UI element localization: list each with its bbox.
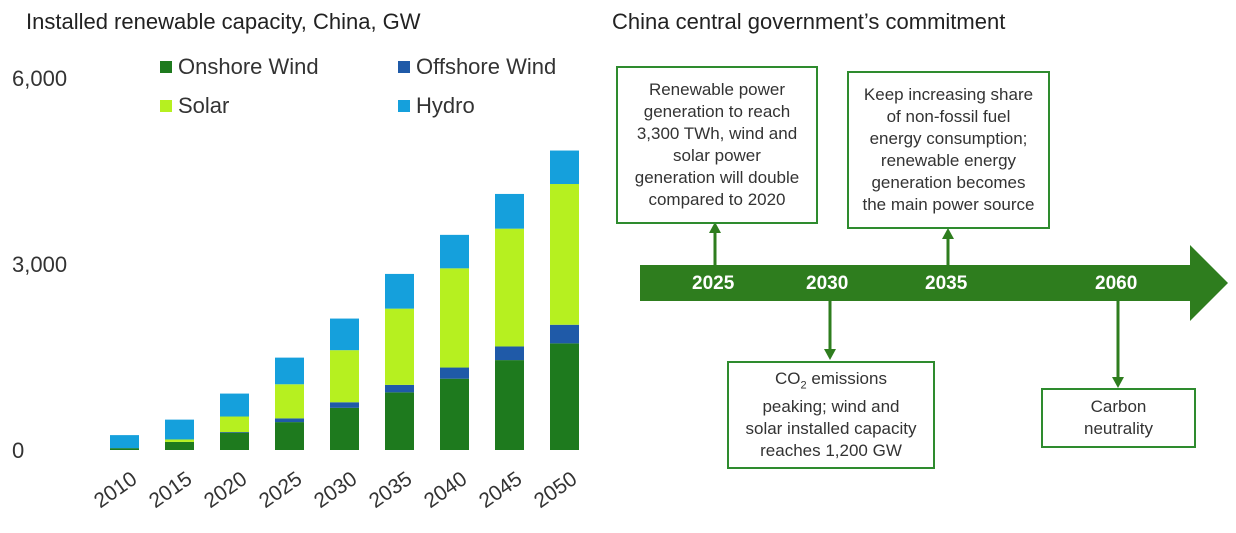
box-2030-line: solar installed capacity [745, 419, 917, 439]
bar-hydro-2010 [110, 435, 139, 449]
bar-hydro-2035 [385, 273, 414, 309]
bar-offshore-wind-2020 [220, 432, 249, 433]
x-tick-label: 2045 [475, 467, 526, 513]
bar-hydro-2045 [495, 193, 524, 229]
box-2025-line: 3,300 TWh, wind and [636, 124, 798, 143]
connector-2060-arrowhead [1112, 377, 1124, 388]
box-2060-line: neutrality [1084, 419, 1153, 438]
legend-swatch [160, 61, 172, 73]
box-2025-line: Renewable power [648, 80, 786, 99]
bar-solar-2015 [165, 439, 194, 442]
year-2025-label: 2025 [692, 273, 735, 294]
x-tick-label: 2030 [310, 467, 361, 513]
bar-hydro-2025 [275, 357, 304, 385]
bar-hydro-2020 [220, 393, 249, 417]
bar-onshore-wind-2045 [495, 360, 524, 450]
bar-offshore-wind-2050 [550, 324, 579, 344]
chart-title: Installed renewable capacity, China, GW [26, 9, 421, 34]
box-2035-line: energy consumption; [869, 129, 1028, 148]
bar-offshore-wind-2045 [495, 346, 524, 361]
legend-swatch [160, 100, 172, 112]
legend-label: Solar [178, 93, 229, 118]
bar-offshore-wind-2030 [330, 402, 359, 408]
bar-solar-2045 [495, 228, 524, 347]
bar-onshore-wind-2025 [275, 422, 304, 450]
box-2025-line: solar power [673, 146, 761, 165]
box-2030-line: reaches 1,200 GW [760, 441, 902, 461]
commitment-2035-box: Keep increasing share of non-fossil fuel… [847, 71, 1050, 229]
box-2060-line: Carbon [1090, 397, 1147, 416]
connector-2035-arrowhead [942, 228, 954, 239]
bar-hydro-2015 [165, 419, 194, 440]
legend-swatch [398, 100, 410, 112]
bar-solar-2050 [550, 184, 579, 325]
timeline-title: China central government’s commitment [612, 9, 1006, 34]
year-2035-label: 2035 [925, 273, 968, 294]
bar-solar-2020 [220, 416, 249, 433]
bar-solar-2030 [330, 350, 359, 403]
y-tick-label: 0 [12, 438, 24, 463]
bar-onshore-wind-2015 [165, 441, 194, 450]
timeline-graphics [640, 222, 1228, 388]
box-2030-line-co2: CO2 emissions [775, 368, 887, 392]
bar-offshore-wind-2025 [275, 418, 304, 423]
commitment-2025-box: Renewable power generation to reach 3,30… [616, 66, 818, 224]
legend-label: Onshore Wind [178, 54, 319, 79]
box-2025-line: compared to 2020 [648, 190, 786, 209]
bar-solar-2025 [275, 384, 304, 419]
x-tick-label: 2010 [90, 467, 141, 513]
x-tick-label: 2035 [365, 467, 416, 513]
bar-onshore-wind-2040 [440, 378, 469, 450]
connector-2025-arrowhead [709, 222, 721, 233]
box-2025-line: generation will double [634, 168, 800, 187]
x-tick-label: 2050 [530, 467, 581, 513]
box-2035-line: renewable energy [880, 151, 1017, 170]
box-2035-line: of non-fossil fuel [886, 107, 1011, 126]
x-tick-label: 2020 [200, 467, 251, 513]
x-tick-label: 2025 [255, 467, 306, 513]
bar-onshore-wind-2030 [330, 407, 359, 450]
year-2030-label: 2030 [806, 273, 849, 294]
x-tick-label: 2015 [145, 467, 196, 513]
bar-hydro-2030 [330, 318, 359, 351]
bar-hydro-2040 [440, 234, 469, 269]
bar-solar-2035 [385, 308, 414, 385]
bar-onshore-wind-2010 [110, 448, 139, 450]
bar-offshore-wind-2040 [440, 367, 469, 379]
bar-offshore-wind-2035 [385, 384, 414, 393]
box-2035-line: Keep increasing share [863, 85, 1034, 104]
box-2035-line: the main power source [862, 195, 1035, 214]
bar-onshore-wind-2050 [550, 343, 579, 450]
commitment-2060-box: Carbon neutrality [1041, 388, 1196, 448]
y-tick-label: 3,000 [12, 252, 67, 277]
bar-onshore-wind-2035 [385, 392, 414, 450]
timeline-arrow [640, 245, 1228, 321]
y-tick-label: 6,000 [12, 66, 67, 91]
box-2025-line: generation to reach [643, 102, 791, 121]
legend-label: Hydro [416, 93, 475, 118]
bar-solar-2040 [440, 268, 469, 368]
commitment-2030-box: CO2 emissions peaking; wind and solar in… [727, 361, 935, 469]
bar-onshore-wind-2020 [220, 432, 249, 450]
box-2030-line: peaking; wind and [762, 397, 900, 417]
box-2035-line: generation becomes [871, 173, 1026, 192]
legend-swatch [398, 61, 410, 73]
connector-2030-arrowhead [824, 349, 836, 360]
year-2060-label: 2060 [1095, 273, 1138, 294]
bar-hydro-2050 [550, 150, 579, 185]
x-tick-label: 2040 [420, 467, 471, 513]
legend-label: Offshore Wind [416, 54, 556, 79]
